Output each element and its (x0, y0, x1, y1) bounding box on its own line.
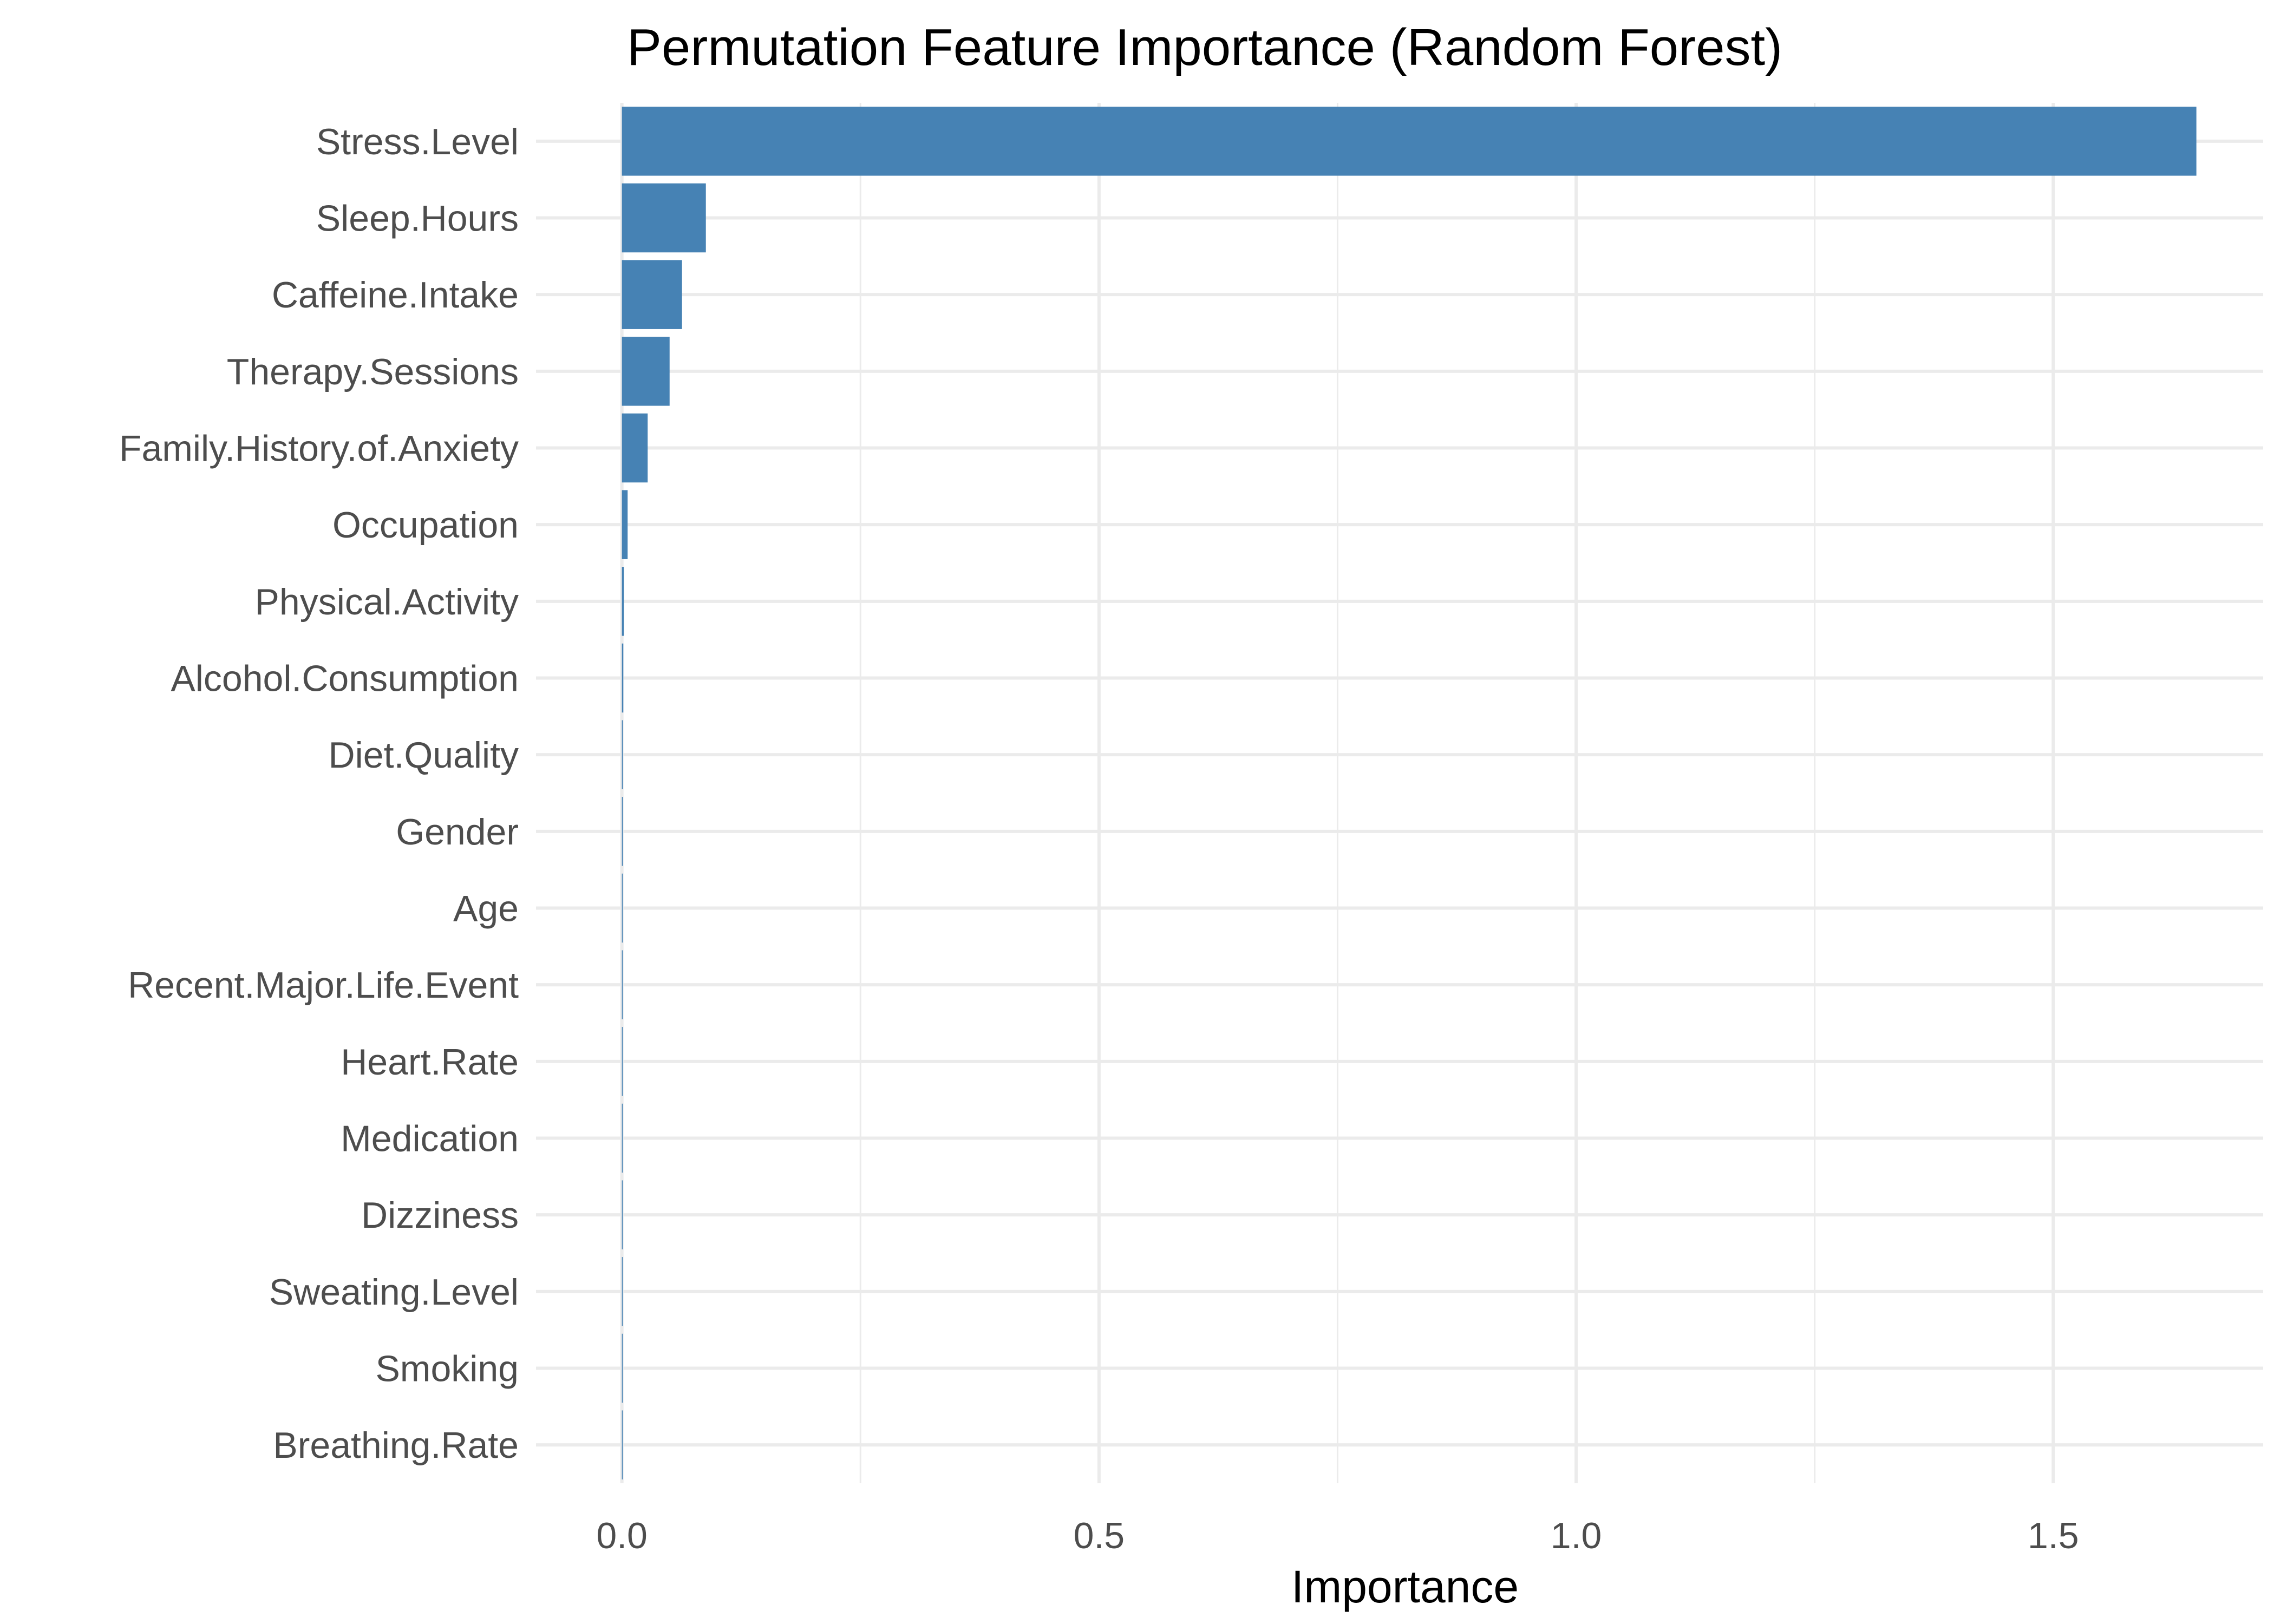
x-axis-title: Importance (1291, 1561, 1519, 1612)
chart-title: Permutation Feature Importance (Random F… (627, 18, 1782, 76)
x-tick-label: 1.0 (1551, 1515, 1602, 1556)
bar-occupation (622, 490, 628, 559)
x-tick-label: 0.0 (596, 1515, 648, 1556)
bar-medication (622, 1103, 623, 1173)
x-tick-label: 0.5 (1074, 1515, 1125, 1556)
y-tick-label: Age (453, 888, 519, 929)
y-tick-label: Family.History.of.Anxiety (119, 428, 519, 469)
bar-dizziness (622, 1180, 623, 1249)
bar-age (622, 873, 623, 943)
bar-stress-level (622, 107, 2197, 176)
bar-smoking (622, 1333, 623, 1403)
y-tick-label: Stress.Level (316, 121, 519, 162)
y-tick-label: Heart.Rate (341, 1042, 519, 1083)
bar-sweating-level (622, 1257, 623, 1326)
y-axis-labels: Stress.Level Sleep.Hours Caffeine.Intake Th… (119, 121, 519, 1466)
y-tick-label: Caffeine.Intake (272, 274, 519, 316)
bar-alcohol-consumption (622, 643, 624, 713)
y-tick-label: Occupation (332, 505, 519, 546)
y-tick-label: Physical.Activity (255, 581, 519, 623)
bar-therapy-sessions (622, 337, 670, 406)
bar-caffeine-intake (622, 260, 682, 329)
y-tick-label: Gender (396, 811, 519, 853)
bar-diet-quality (622, 720, 623, 789)
x-tick-label: 1.5 (2028, 1515, 2079, 1556)
y-tick-label: Alcohol.Consumption (171, 658, 519, 699)
y-tick-label: Dizziness (361, 1195, 519, 1236)
y-tick-label: Therapy.Sessions (227, 351, 519, 392)
bar-breathing-rate (622, 1410, 623, 1479)
bar-gender (622, 797, 623, 866)
x-axis-ticks: 0.0 0.5 1.0 1.5 (596, 1515, 2079, 1556)
grid-lines (536, 103, 2263, 1483)
bar-family-history-of-anxiety (622, 413, 648, 483)
bar-physical-activity (622, 567, 624, 636)
bar-recent-major-life-event (622, 950, 623, 1019)
y-tick-label: Smoking (375, 1348, 519, 1390)
y-tick-label: Sweating.Level (269, 1272, 519, 1313)
y-tick-label: Breathing.Rate (273, 1425, 519, 1466)
bar-sleep-hours (622, 183, 706, 253)
y-tick-label: Recent.Major.Life.Event (128, 965, 519, 1006)
bar-heart-rate (622, 1027, 623, 1096)
y-tick-label: Diet.Quality (329, 735, 519, 776)
y-tick-label: Medication (341, 1118, 519, 1160)
bars (622, 107, 2197, 1479)
y-tick-label: Sleep.Hours (316, 198, 519, 239)
